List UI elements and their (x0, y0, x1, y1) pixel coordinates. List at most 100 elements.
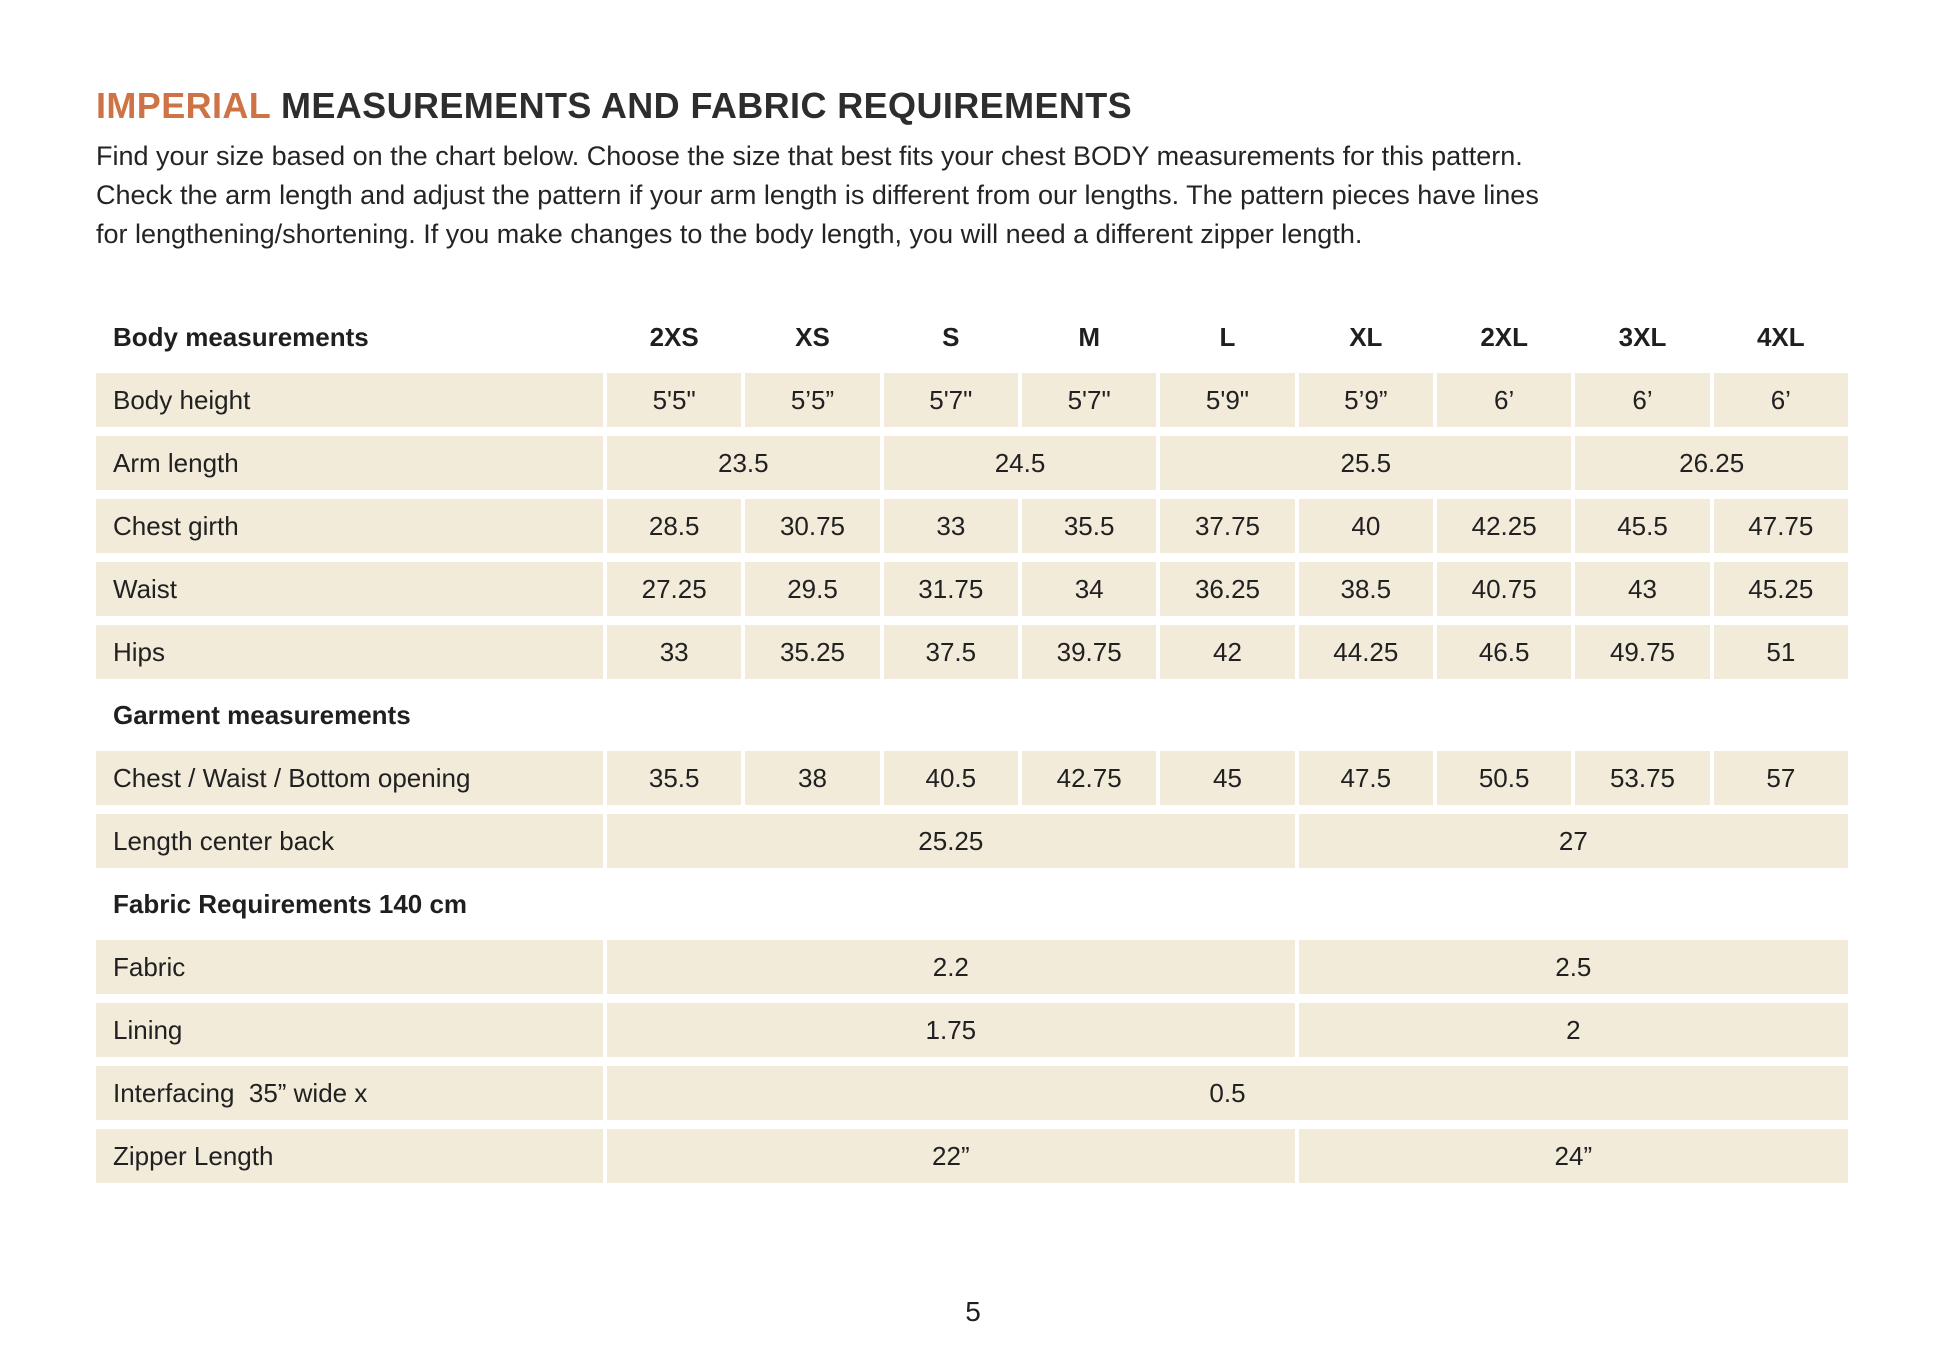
table-cell: 45 (1160, 751, 1295, 805)
table-cell: 25.25 (607, 814, 1295, 868)
table-cell: 45.25 (1713, 562, 1848, 616)
table-cell: 24.5 (883, 436, 1157, 490)
table-row: Chest girth 28.5 30.75 33 35.5 37.75 40 42.25 45… (96, 499, 1848, 553)
table-cell: 40 (1298, 499, 1433, 553)
title-highlight: IMPERIAL (96, 85, 271, 126)
size-column-header: 2XL (1480, 321, 1528, 352)
table-cell: 31.75 (883, 562, 1018, 616)
table-cell: 2 (1298, 1003, 1848, 1057)
table-cell: 42.75 (1021, 751, 1157, 805)
table-row: Body height 5'5" 5’5” 5'7" 5'7" 5'9" 5’9” 6’ 6’ 6… (96, 373, 1848, 427)
table-row: Chest / Waist / Bottom opening 35.5 38 40.5… (96, 751, 1848, 805)
row-label: Hips (96, 625, 603, 679)
size-column-header: XL (1349, 321, 1383, 352)
row-label: Arm length (96, 436, 603, 490)
table-cell: 33 (607, 625, 742, 679)
row-label: Waist (96, 562, 603, 616)
table-cell: 42.25 (1436, 499, 1572, 553)
table-row: Length center back 25.25 27 (96, 814, 1848, 868)
table-cell: 5’5” (745, 373, 880, 427)
title-rest: MEASUREMENTS AND FABRIC REQUIREMENTS (270, 85, 1133, 126)
size-column-header: 3XL (1618, 321, 1667, 352)
table-cell: 42 (1160, 625, 1295, 679)
table-cell: 53.75 (1575, 751, 1710, 805)
intro-paragraph: Find your size based on the chart below.… (96, 137, 1848, 254)
row-label: Length center back (96, 814, 603, 868)
row-label: Fabric (96, 940, 603, 994)
page-title: IMPERIAL MEASUREMENTS AND FABRIC REQUIRE… (96, 84, 1848, 128)
size-column-header: M (1078, 321, 1100, 352)
section-header-row: Fabric Requirements 140 cm (96, 877, 1848, 931)
table-cell: 35.25 (745, 625, 880, 679)
table-row: Arm length 23.5 24.5 25.5 26.25 (96, 436, 1848, 490)
table-cell: 35.5 (607, 751, 742, 805)
table-cell: 44.25 (1298, 625, 1433, 679)
intro-line: for lengthening/shortening. If you make … (96, 219, 1363, 249)
size-column-header: L (1219, 321, 1236, 352)
table-cell: 26.25 (1575, 436, 1848, 490)
table-cell: 30.75 (745, 499, 880, 553)
table-cell: 34 (1021, 562, 1157, 616)
table-cell: 25.5 (1160, 436, 1572, 490)
table-cell: 37.75 (1160, 499, 1295, 553)
table-cell: 6’ (1436, 373, 1572, 427)
table-cell: 47.75 (1713, 499, 1848, 553)
table-row: Interfacing 35” wide x 0.5 (96, 1066, 1848, 1120)
table-row: Zipper Length 22” 24” (96, 1129, 1848, 1183)
page-number: 5 (965, 1296, 981, 1327)
size-table: Body measurements 2XS XS S M L XL 2XL 3XL 4XL Body… (96, 310, 1848, 1183)
table-row: Fabric 2.2 2.5 (96, 940, 1848, 994)
table-cell: 24” (1298, 1129, 1848, 1183)
table-cell: 28.5 (607, 499, 742, 553)
table-row: Waist 27.25 29.5 31.75 34 36.25 38.5 40.75 43 45.… (96, 562, 1848, 616)
table-cell: 5'7" (883, 373, 1018, 427)
table-cell: 49.75 (1575, 625, 1710, 679)
size-column-header: 2XS (649, 321, 699, 352)
table-cell: 46.5 (1436, 625, 1572, 679)
table-cell: 27 (1298, 814, 1848, 868)
content-area: IMPERIAL MEASUREMENTS AND FABRIC REQUIRE… (96, 84, 1848, 1183)
table-cell: 5'7" (1021, 373, 1157, 427)
table-cell: 43 (1575, 562, 1710, 616)
row-label: Zipper Length (96, 1129, 603, 1183)
table-cell: 6’ (1713, 373, 1848, 427)
table-cell: 33 (883, 499, 1018, 553)
table-cell: 39.75 (1021, 625, 1157, 679)
table-cell: 45.5 (1575, 499, 1710, 553)
table-cell: 5'9" (1160, 373, 1295, 427)
table-cell: 40.75 (1436, 562, 1572, 616)
row-label: Chest girth (96, 499, 603, 553)
table-cell: 6’ (1575, 373, 1710, 427)
table-cell: 57 (1713, 751, 1848, 805)
size-column-header: XS (795, 321, 830, 352)
table-row: Lining 1.75 2 (96, 1003, 1848, 1057)
row-label: Body height (96, 373, 603, 427)
table-cell: 23.5 (607, 436, 880, 490)
table-cell: 29.5 (745, 562, 880, 616)
table-cell: 0.5 (607, 1066, 1848, 1120)
section-header-label: Fabric Requirements 140 cm (113, 888, 468, 919)
table-cell: 38 (745, 751, 880, 805)
intro-line: Find your size based on the chart below.… (96, 141, 1523, 171)
size-column-header: 4XL (1756, 321, 1805, 352)
table-cell: 5’9” (1298, 373, 1433, 427)
table-cell: 27.25 (607, 562, 742, 616)
table-cell: 36.25 (1160, 562, 1295, 616)
table-cell: 51 (1713, 625, 1848, 679)
table-header-label: Body measurements (113, 321, 369, 352)
section-header-row: Garment measurements (96, 688, 1848, 742)
table-cell: 38.5 (1298, 562, 1433, 616)
table-cell: 35.5 (1021, 499, 1157, 553)
table-cell: 2.5 (1298, 940, 1848, 994)
size-column-header: S (942, 321, 960, 352)
table-row: Hips 33 35.25 37.5 39.75 42 44.25 46.5 49.75 51 (96, 625, 1848, 679)
table-cell: 5'5" (607, 373, 742, 427)
table-cell: 1.75 (607, 1003, 1295, 1057)
table-cell: 50.5 (1436, 751, 1572, 805)
intro-line: Check the arm length and adjust the patt… (96, 180, 1539, 210)
table-cell: 2.2 (607, 940, 1295, 994)
table-cell: 47.5 (1298, 751, 1433, 805)
row-label: Interfacing 35” wide x (96, 1066, 603, 1120)
table-cell: 22” (607, 1129, 1295, 1183)
